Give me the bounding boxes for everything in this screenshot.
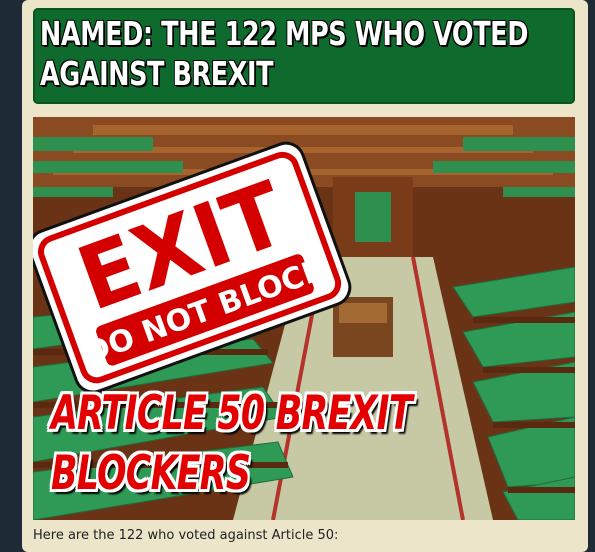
article-headline[interactable]: NAMED: THE 122 MPS WHO VOTED AGAINST BRE… [33,8,529,94]
overlay-title-line-2: BLOCKERS [51,446,251,501]
article-image[interactable]: EXIT DO NOT BLOCK ARTICLE 50 BREXIT BLOC… [33,117,575,520]
article-caption: Here are the 122 who voted against Artic… [33,528,339,543]
overlay-title-line-1: ARTICLE 50 BREXIT [51,386,413,441]
headline-line-1: NAMED: THE 122 MPS WHO VOTED [39,14,529,53]
commons-chamber-illustration: EXIT DO NOT BLOCK [33,117,575,520]
headline-line-2: AGAINST BREXIT [39,54,274,93]
article-card: NAMED: THE 122 MPS WHO VOTED AGAINST BRE… [22,0,588,552]
headline-banner: NAMED: THE 122 MPS WHO VOTED AGAINST BRE… [33,8,575,104]
